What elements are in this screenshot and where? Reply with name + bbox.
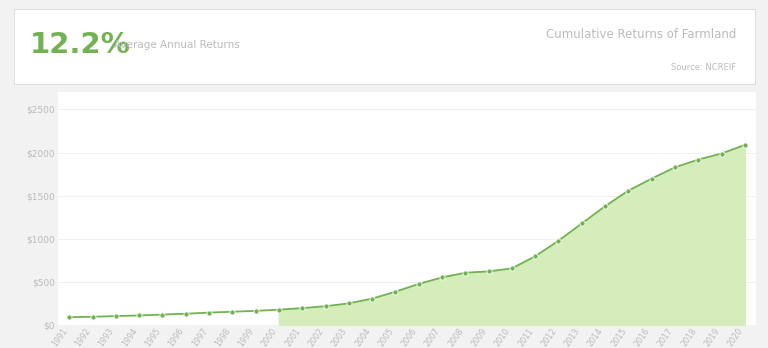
Point — [343, 301, 355, 306]
Point — [716, 151, 728, 156]
Point — [319, 303, 332, 309]
Point — [482, 269, 495, 274]
Point — [180, 311, 192, 317]
Point — [692, 157, 704, 163]
Point — [250, 308, 262, 314]
Point — [436, 275, 449, 280]
Point — [529, 253, 541, 259]
Point — [412, 281, 425, 287]
Point — [389, 289, 402, 294]
Point — [599, 204, 611, 209]
Point — [739, 142, 751, 148]
Point — [506, 266, 518, 271]
Point — [157, 312, 169, 317]
Point — [576, 221, 588, 226]
Point — [133, 313, 145, 318]
Point — [203, 310, 215, 315]
Point — [646, 176, 658, 181]
Point — [552, 238, 564, 244]
Point — [622, 188, 634, 193]
Point — [226, 309, 238, 315]
Point — [87, 314, 99, 319]
Point — [110, 313, 122, 319]
Point — [669, 165, 681, 170]
Text: Source: NCREIF: Source: NCREIF — [671, 63, 737, 72]
Text: Cumulative Returns of Farmland: Cumulative Returns of Farmland — [546, 29, 737, 41]
Text: Average Annual Returns: Average Annual Returns — [114, 40, 240, 50]
Point — [459, 270, 472, 276]
Point — [296, 305, 309, 311]
Point — [366, 296, 379, 301]
Point — [273, 307, 285, 313]
Point — [63, 314, 75, 320]
Text: 12.2%: 12.2% — [30, 31, 131, 58]
